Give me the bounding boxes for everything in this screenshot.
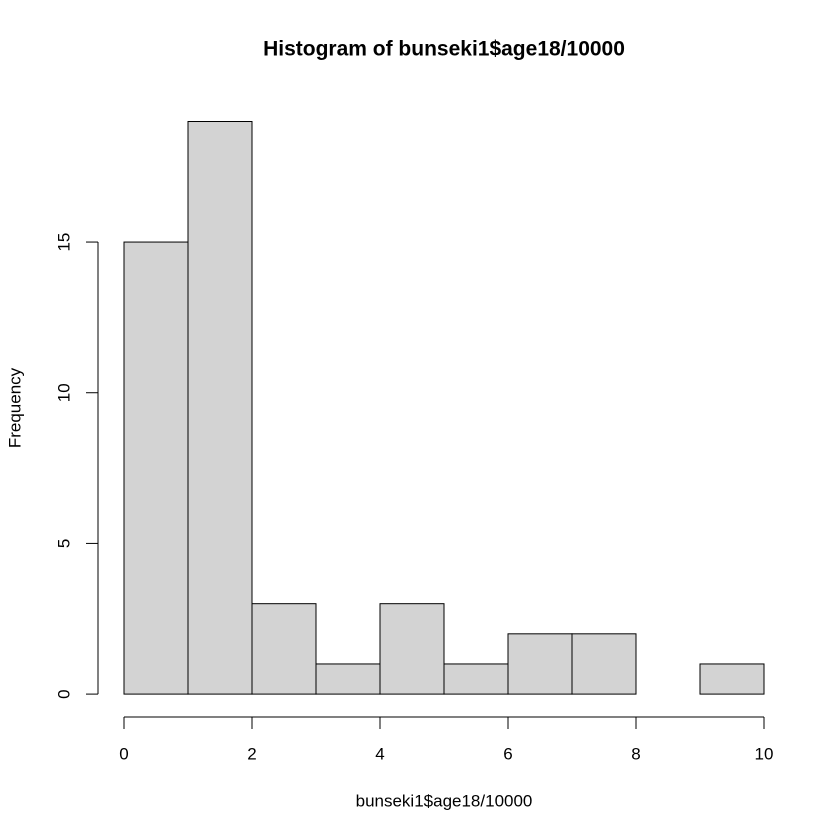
y-tick-label: 15 bbox=[54, 233, 73, 252]
y-tick-label: 5 bbox=[54, 539, 73, 548]
x-tick-label: 6 bbox=[503, 744, 512, 763]
x-tick-label: 10 bbox=[755, 744, 774, 763]
bar bbox=[251, 603, 317, 695]
x-tick-label: 0 bbox=[119, 744, 128, 763]
chart-title: Histogram of bunseki1$age18/10000 bbox=[263, 38, 625, 61]
bar bbox=[187, 121, 253, 695]
x-tick-label: 8 bbox=[631, 744, 640, 763]
x-tick-label: 2 bbox=[247, 744, 256, 763]
y-tick-label: 10 bbox=[54, 383, 73, 402]
bar bbox=[699, 663, 765, 695]
y-axis-label: Frequency bbox=[5, 367, 24, 448]
bar bbox=[379, 603, 445, 695]
bar bbox=[443, 663, 509, 695]
bar bbox=[571, 633, 637, 695]
bar bbox=[315, 663, 381, 695]
bar bbox=[123, 241, 189, 695]
x-axis-label: bunseki1$age18/10000 bbox=[356, 791, 533, 810]
bar bbox=[507, 633, 573, 695]
y-tick-label: 0 bbox=[54, 689, 73, 698]
x-tick-label: 4 bbox=[375, 744, 384, 763]
